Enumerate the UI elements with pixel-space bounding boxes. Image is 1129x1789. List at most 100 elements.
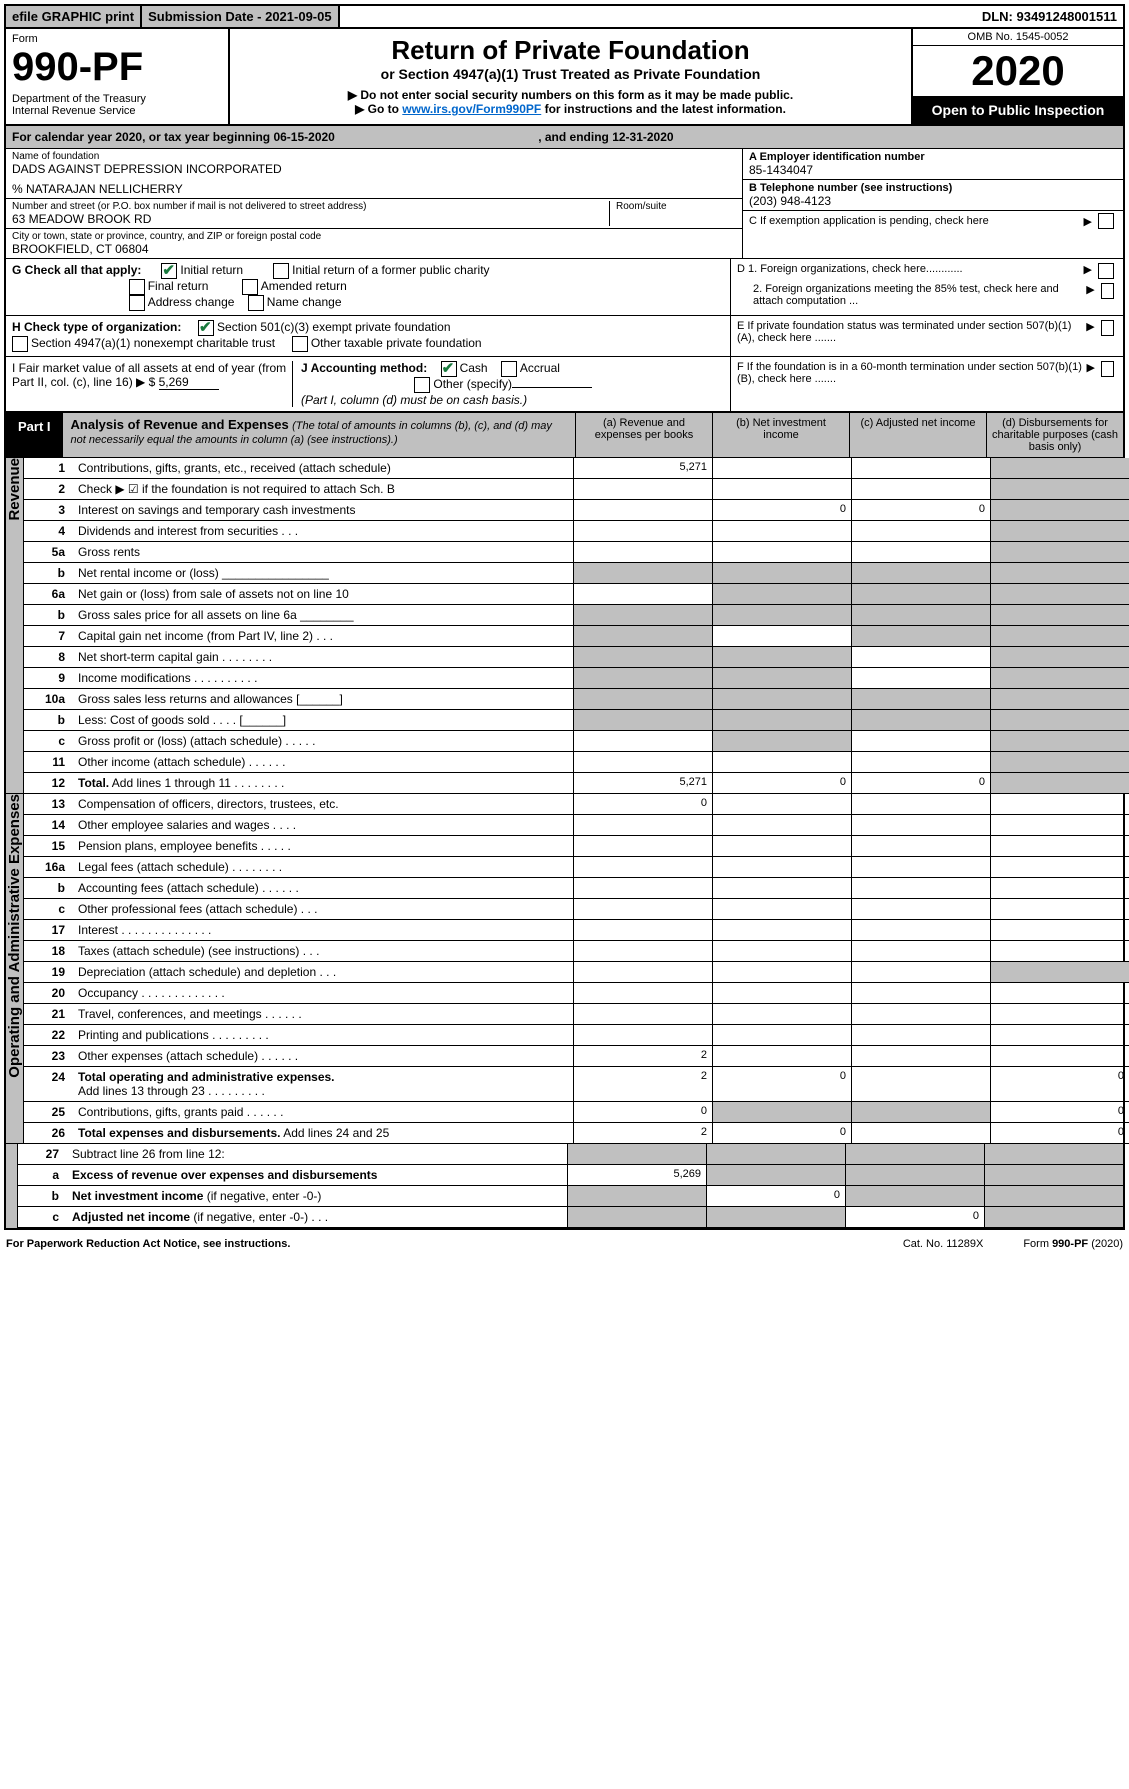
- form-title: Return of Private Foundation: [236, 35, 905, 66]
- final-return-checkbox[interactable]: [129, 279, 145, 295]
- 4947-checkbox[interactable]: [12, 336, 28, 352]
- line-number: b: [24, 605, 73, 626]
- amount-col-d: 0: [991, 1102, 1129, 1123]
- table-row: bNet rental income or (loss) ___________…: [24, 563, 1129, 584]
- table-row: 9Income modifications . . . . . . . . . …: [24, 668, 1129, 689]
- line-number: 8: [24, 647, 73, 668]
- expenses-section-label: Operating and Administrative Expenses: [6, 794, 24, 1144]
- amount-col-d: [991, 920, 1129, 941]
- part1-header: Part I Analysis of Revenue and Expenses …: [6, 412, 1123, 458]
- form-subtitle: or Section 4947(a)(1) Trust Treated as P…: [236, 66, 905, 82]
- amount-col-b: [707, 1207, 846, 1228]
- table-row: 13Compensation of officers, directors, t…: [24, 794, 1129, 815]
- foundation-name-label: Name of foundation: [12, 151, 736, 162]
- ssn-warning: ▶ Do not enter social security numbers o…: [236, 88, 905, 102]
- table-row: cAdjusted net income (if negative, enter…: [18, 1207, 1123, 1228]
- other-taxable-checkbox[interactable]: [292, 336, 308, 352]
- table-row: bLess: Cost of goods sold . . . . [_____…: [24, 710, 1129, 731]
- arrow-icon: [1086, 320, 1094, 344]
- table-row: 18Taxes (attach schedule) (see instructi…: [24, 941, 1129, 962]
- line-number: 18: [24, 941, 73, 962]
- accrual-checkbox[interactable]: [501, 361, 517, 377]
- name-change-checkbox[interactable]: [248, 295, 264, 311]
- initial-former-checkbox[interactable]: [273, 263, 289, 279]
- amount-col-b: [713, 479, 852, 500]
- 60month-checkbox[interactable]: [1101, 361, 1114, 377]
- amount-col-a: 5,269: [568, 1165, 707, 1186]
- line-description: Net rental income or (loss) ____________…: [73, 563, 574, 584]
- line-number: 15: [24, 836, 73, 857]
- line-number: b: [24, 563, 73, 584]
- subtract-spacer: [6, 1144, 18, 1228]
- amount-col-c: [846, 1186, 985, 1207]
- ein-value: 85-1434047: [749, 163, 1117, 177]
- line-description: Interest on savings and temporary cash i…: [73, 500, 574, 521]
- exemption-pending-label: C If exemption application is pending, c…: [749, 215, 989, 227]
- amount-col-d: [991, 710, 1129, 731]
- other-method-checkbox[interactable]: [414, 377, 430, 393]
- amount-col-b: [713, 668, 852, 689]
- amount-col-b: 0: [713, 1067, 852, 1102]
- amended-return-checkbox[interactable]: [242, 279, 258, 295]
- amount-col-b: [713, 584, 852, 605]
- line-number: b: [24, 710, 73, 731]
- line-number: 20: [24, 983, 73, 1004]
- initial-return-checkbox[interactable]: [161, 263, 177, 279]
- amount-col-c: 0: [852, 500, 991, 521]
- amount-col-a: [574, 941, 713, 962]
- arrow-icon: [1086, 283, 1094, 307]
- cash-checkbox[interactable]: [441, 361, 457, 377]
- amount-col-a: [574, 878, 713, 899]
- amount-col-c: [852, 878, 991, 899]
- table-row: 11Other income (attach schedule) . . . .…: [24, 752, 1129, 773]
- 501c3-checkbox[interactable]: [198, 320, 214, 336]
- irs-link[interactable]: www.irs.gov/Form990PF: [402, 102, 541, 116]
- section-g: G Check all that apply: Initial return I…: [6, 259, 730, 315]
- line-number: 5a: [24, 542, 73, 563]
- amount-col-d: [991, 479, 1129, 500]
- amount-col-c: [852, 857, 991, 878]
- table-row: 2Check ▶ ☑ if the foundation is not requ…: [24, 479, 1129, 500]
- line-number: 27: [18, 1144, 67, 1165]
- amount-col-d: [991, 983, 1129, 1004]
- amount-col-b: [713, 857, 852, 878]
- line-number: 2: [24, 479, 73, 500]
- page-footer: For Paperwork Reduction Act Notice, see …: [0, 1234, 1129, 1254]
- line-number: c: [24, 731, 73, 752]
- fmv-value: 5,269: [159, 375, 219, 390]
- foreign-org-checkbox[interactable]: [1098, 263, 1114, 279]
- amount-col-a: [574, 479, 713, 500]
- line-description: Contributions, gifts, grants paid . . . …: [73, 1102, 574, 1123]
- amount-col-b: [713, 521, 852, 542]
- table-row: 17Interest . . . . . . . . . . . . . .: [24, 920, 1129, 941]
- line-number: 1: [24, 458, 73, 479]
- goto-note: ▶ Go to www.irs.gov/Form990PF for instru…: [236, 102, 905, 116]
- revenue-section-label: Revenue: [6, 458, 24, 794]
- amount-col-b: [713, 1004, 852, 1025]
- foreign-85-checkbox[interactable]: [1101, 283, 1114, 299]
- amount-col-a: [574, 899, 713, 920]
- exemption-pending-checkbox[interactable]: [1098, 213, 1114, 229]
- amount-col-a: 2: [574, 1123, 713, 1144]
- line-description: Other expenses (attach schedule) . . . .…: [73, 1046, 574, 1067]
- amount-col-b: [713, 1025, 852, 1046]
- form-label: Form: [12, 33, 222, 45]
- amount-col-c: [852, 1102, 991, 1123]
- section-ij: I Fair market value of all assets at end…: [6, 357, 730, 411]
- amount-col-c: [852, 962, 991, 983]
- amount-col-c: [852, 1046, 991, 1067]
- amount-col-c: [852, 899, 991, 920]
- amount-col-d: [991, 626, 1129, 647]
- amount-col-d: 0: [991, 1067, 1129, 1102]
- address-change-checkbox[interactable]: [129, 295, 145, 311]
- line-number: b: [18, 1186, 67, 1207]
- tax-year: 2020: [913, 46, 1123, 96]
- amount-col-d: [985, 1144, 1123, 1165]
- amount-col-b: [713, 1046, 852, 1067]
- amount-col-d: [991, 689, 1129, 710]
- line-number: 4: [24, 521, 73, 542]
- amount-col-d: [991, 962, 1129, 983]
- amount-col-c: [852, 521, 991, 542]
- amount-col-d: [991, 815, 1129, 836]
- status-terminated-checkbox[interactable]: [1101, 320, 1114, 336]
